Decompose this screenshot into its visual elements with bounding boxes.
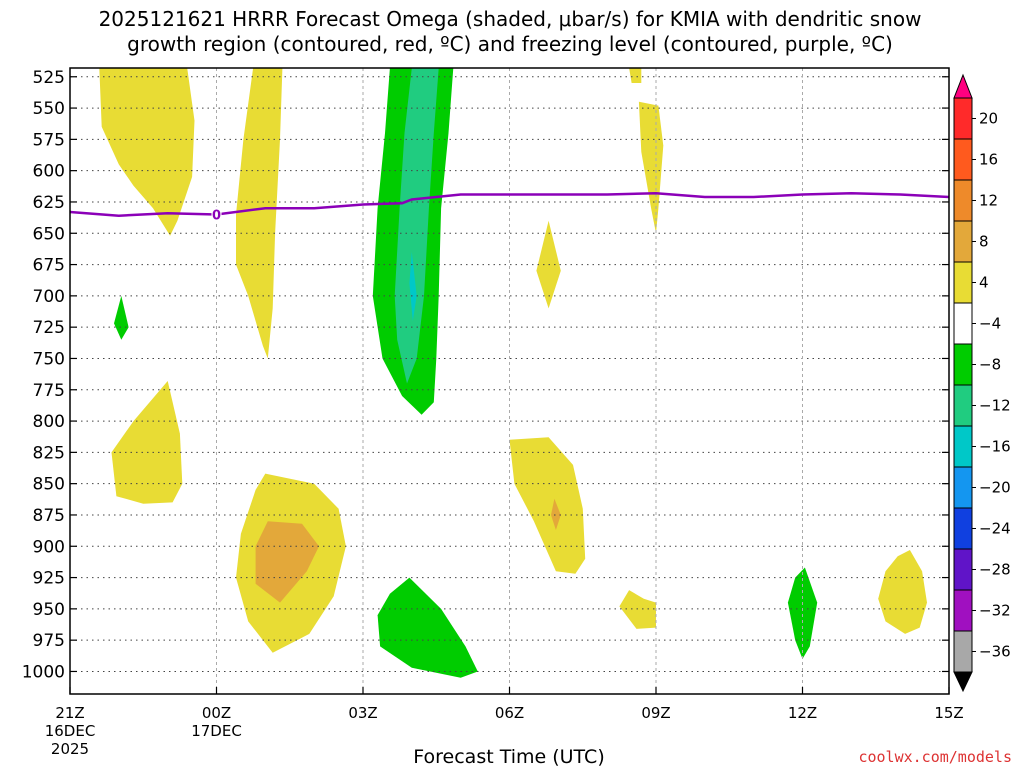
y-tick-label-950: 950 bbox=[33, 600, 65, 620]
x-tick-label-12Z: 12Z bbox=[788, 704, 817, 722]
colorbar-label-4: 4 bbox=[979, 274, 989, 292]
omega-region-16 bbox=[787, 567, 818, 659]
omega-region-0 bbox=[99, 68, 195, 236]
chart-title-line-1: 2025121621 HRRR Forecast Omega (shaded, … bbox=[99, 7, 922, 31]
colorbar-box-11 bbox=[953, 548, 973, 591]
y-tick-label-750: 750 bbox=[33, 349, 65, 369]
colorbar-box-7 bbox=[953, 384, 973, 427]
colorbar-label-12: −32 bbox=[979, 602, 1011, 620]
y-tick-label-725: 725 bbox=[33, 318, 65, 338]
chart-title-line-2: growth region (contoured, red, ºC) and f… bbox=[127, 32, 893, 56]
freezing-label-halo bbox=[211, 206, 222, 222]
grid-layer bbox=[70, 68, 949, 694]
omega-region-15 bbox=[619, 590, 656, 629]
omega-region-4 bbox=[409, 252, 417, 321]
omega-region-14 bbox=[377, 577, 478, 678]
colorbar-label-6: −8 bbox=[979, 356, 1001, 374]
y-tick-label-575: 575 bbox=[33, 130, 65, 150]
y-tick-label-550: 550 bbox=[33, 99, 65, 119]
y-tick-label-900: 900 bbox=[33, 537, 65, 557]
x-tick-label-15Z: 15Z bbox=[934, 704, 963, 722]
colorbar-label-3: 8 bbox=[979, 233, 989, 251]
x-tick-label-09Z: 09Z bbox=[641, 704, 670, 722]
y-tick-label-1000: 1000 bbox=[22, 662, 65, 682]
colorbar-label-13: −36 bbox=[979, 643, 1011, 661]
omega-region-1 bbox=[236, 68, 283, 359]
colorbar-bottom-arrow bbox=[953, 671, 973, 693]
credit-text: coolwx.com/models bbox=[858, 748, 1012, 766]
x-tick-label-21Z: 21Z bbox=[55, 704, 84, 722]
omega-region-10 bbox=[509, 437, 586, 574]
omega-region-8 bbox=[114, 295, 129, 340]
omega-region-17 bbox=[878, 550, 927, 634]
x-axis-label: Forecast Time (UTC) bbox=[413, 746, 604, 768]
freezing-level-line bbox=[69, 191, 950, 217]
x-tick-label-03Z: 03Z bbox=[348, 704, 377, 722]
colorbar-box-13 bbox=[953, 630, 973, 673]
omega-region-5 bbox=[629, 68, 642, 83]
omega-region-3 bbox=[394, 68, 439, 384]
colorbar-box-10 bbox=[953, 507, 973, 550]
y-tick-label-925: 925 bbox=[33, 569, 65, 589]
colorbar-label-2: 12 bbox=[979, 192, 998, 210]
y-tick-label-800: 800 bbox=[33, 412, 65, 432]
y-tick-label-600: 600 bbox=[33, 162, 65, 182]
y-tick-label-975: 975 bbox=[33, 631, 65, 651]
y-tick-label-850: 850 bbox=[33, 475, 65, 495]
freezing-level-label: 0 bbox=[212, 208, 221, 223]
colorbar-label-7: −12 bbox=[979, 397, 1011, 415]
colorbar-box-2 bbox=[953, 179, 973, 222]
x-tick-label-06Z: 06Z bbox=[495, 704, 524, 722]
colorbar-top-arrow bbox=[953, 73, 973, 99]
freezing-level-layer: 0 bbox=[69, 191, 950, 223]
omega-region-11 bbox=[551, 498, 561, 530]
y-tick-label-825: 825 bbox=[33, 443, 65, 463]
colorbar-box-12 bbox=[953, 589, 973, 632]
x-tick-date-00Z: 17DEC bbox=[191, 722, 242, 740]
omega-shaded-regions bbox=[99, 68, 927, 678]
y-axis-pressure-ticks: 525 550 575 600 625 650 675 700 725 750 775 800 825 8… bbox=[22, 68, 949, 682]
colorbar-label-0: 20 bbox=[979, 110, 998, 128]
colorbar-box-1 bbox=[953, 138, 973, 181]
colorbar-box-9 bbox=[953, 466, 973, 509]
y-tick-label-775: 775 bbox=[33, 381, 65, 401]
omega-region-6 bbox=[638, 101, 664, 234]
colorbar-label-10: −24 bbox=[979, 520, 1011, 538]
plot-area: 0 bbox=[69, 67, 950, 695]
x-tick-year-21Z: 2025 bbox=[51, 740, 89, 758]
colorbar-label-5: −4 bbox=[979, 315, 1001, 333]
colorbar: 20 16 12 8 4 −4 −8 −12 −16 −20 −24 −28 −32 −36 bbox=[953, 73, 1011, 693]
colorbar-box-0 bbox=[953, 97, 973, 140]
colorbar-box-8 bbox=[953, 425, 973, 468]
colorbar-label-1: 16 bbox=[979, 151, 998, 169]
colorbar-box-3 bbox=[953, 220, 973, 263]
y-tick-label-525: 525 bbox=[33, 68, 65, 88]
y-tick-label-625: 625 bbox=[33, 193, 65, 213]
colorbar-box-5 bbox=[953, 302, 973, 345]
y-tick-label-700: 700 bbox=[33, 287, 65, 307]
colorbar-label-9: −20 bbox=[979, 479, 1011, 497]
y-tick-label-675: 675 bbox=[33, 256, 65, 276]
colorbar-box-6 bbox=[953, 343, 973, 386]
y-tick-label-650: 650 bbox=[33, 224, 65, 244]
colorbar-box-4 bbox=[953, 261, 973, 304]
omega-region-9 bbox=[111, 381, 183, 504]
omega-region-13 bbox=[255, 521, 319, 603]
colorbar-label-8: −16 bbox=[979, 438, 1011, 456]
x-tick-label-00Z: 00Z bbox=[202, 704, 231, 722]
y-tick-label-875: 875 bbox=[33, 506, 65, 526]
x-tick-date-21Z: 16DEC bbox=[45, 722, 96, 740]
colorbar-label-11: −28 bbox=[979, 561, 1011, 579]
